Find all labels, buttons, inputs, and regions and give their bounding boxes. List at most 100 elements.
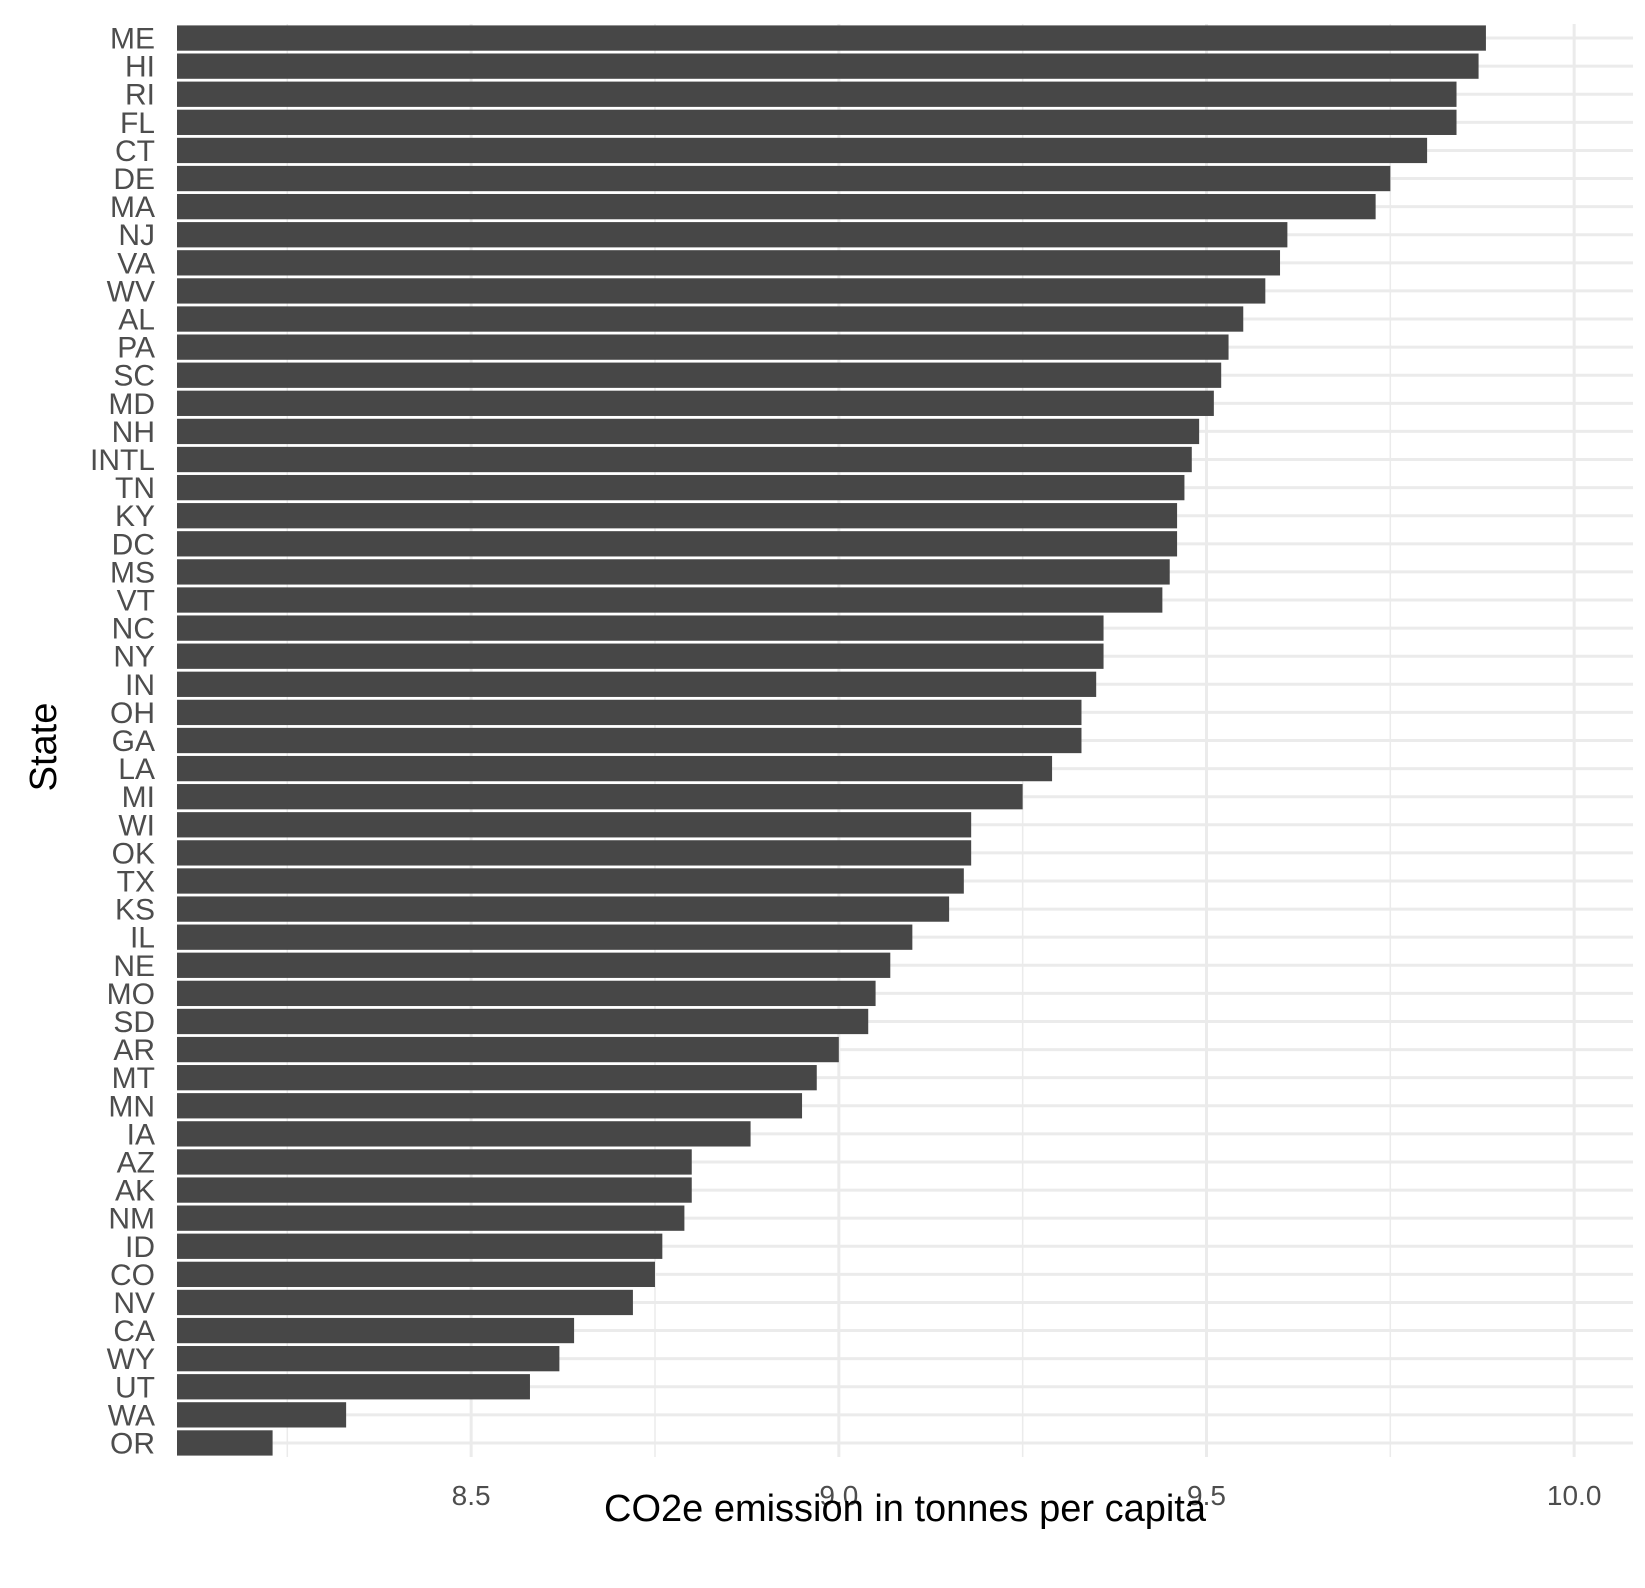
y-tick-label: SD: [113, 1006, 155, 1039]
y-tick-label: WV: [107, 275, 155, 308]
bar-de: [177, 165, 1391, 192]
y-tick-label: FL: [120, 107, 155, 140]
x-axis-title: CO2e emission in tonnes per capita: [604, 1488, 1207, 1530]
bar-nm: [177, 1205, 685, 1231]
bar-or: [177, 1430, 273, 1456]
y-tick-label: INTL: [90, 444, 155, 477]
bar-ri: [177, 81, 1457, 107]
y-tick-label: TX: [117, 865, 155, 898]
bar-al: [177, 306, 1244, 332]
y-tick-label: LA: [118, 753, 155, 786]
y-tick-label: MA: [110, 191, 155, 224]
y-tick-label: MN: [108, 1090, 155, 1123]
y-tick-label: IN: [125, 669, 155, 702]
y-tick-label: KS: [115, 894, 155, 927]
bars-layer: [177, 25, 1486, 1456]
bar-ct: [177, 137, 1428, 164]
bar-wi: [177, 812, 972, 838]
bar-ok: [177, 840, 972, 866]
y-tick-label: OH: [110, 697, 155, 730]
y-tick-label: DC: [112, 528, 155, 561]
bar-ar: [177, 1036, 839, 1063]
y-tick-label: RI: [125, 79, 155, 112]
y-tick-label: KY: [115, 500, 155, 533]
y-tick-label: IL: [130, 922, 155, 955]
y-tick-label: GA: [112, 725, 155, 758]
bar-il: [177, 924, 913, 950]
y-tick-label: MO: [107, 978, 155, 1011]
y-tick-label: NJ: [118, 219, 155, 252]
x-tick-labels: 8.5 9.0 9.5 10.0: [452, 1480, 1602, 1511]
y-tick-label: AK: [115, 1175, 155, 1208]
y-tick-label: AR: [113, 1034, 155, 1067]
bar-fl: [177, 109, 1457, 135]
y-tick-label: AZ: [117, 1146, 155, 1179]
y-tick-label: NM: [108, 1203, 155, 1236]
bar-sc: [177, 362, 1222, 388]
y-tick-label: OR: [110, 1427, 155, 1460]
y-tick-label: MS: [110, 556, 155, 589]
bar-id: [177, 1233, 663, 1259]
y-tick-label: PA: [117, 332, 155, 365]
y-tick-label: AL: [118, 304, 155, 337]
y-tick-label: CO: [110, 1259, 155, 1292]
bar-md: [177, 390, 1214, 416]
y-axis-title: State: [23, 703, 65, 792]
bar-co: [177, 1261, 655, 1288]
y-tick-label: UT: [115, 1371, 155, 1404]
x-tick-label: 9.0: [819, 1480, 858, 1511]
y-tick-label: ID: [125, 1231, 155, 1264]
bar-pa: [177, 334, 1229, 360]
x-tick-label: 10.0: [1547, 1480, 1602, 1511]
y-tick-label: HI: [125, 51, 155, 84]
y-tick-label: VT: [117, 585, 155, 618]
y-tick-label: MT: [112, 1062, 155, 1095]
bar-ne: [177, 952, 891, 978]
bar-oh: [177, 699, 1082, 726]
y-tick-label: CT: [115, 135, 155, 168]
bar-nc: [177, 615, 1104, 641]
x-tick-label: 8.5: [452, 1480, 491, 1511]
y-tick-label: WY: [107, 1343, 155, 1376]
bar-ma: [177, 193, 1376, 220]
y-tick-label: NH: [112, 416, 155, 449]
bar-mn: [177, 1093, 803, 1119]
bar-mo: [177, 980, 876, 1007]
bar-ga: [177, 727, 1082, 754]
bar-ia: [177, 1121, 751, 1147]
y-tick-label: CA: [113, 1315, 155, 1348]
y-tick-label: VA: [117, 247, 155, 280]
y-tick-label: NV: [113, 1287, 155, 1320]
y-tick-label: WA: [108, 1399, 155, 1432]
bar-me: [177, 25, 1486, 51]
bar-ut: [177, 1374, 530, 1400]
y-tick-label: MI: [122, 781, 155, 814]
bar-wy: [177, 1346, 560, 1372]
y-tick-label: OK: [112, 837, 155, 870]
bar-tn: [177, 474, 1185, 501]
bar-intl: [177, 446, 1192, 473]
bar-nv: [177, 1289, 633, 1316]
bar-la: [177, 755, 1053, 782]
bar-va: [177, 250, 1281, 276]
bar-wv: [177, 278, 1266, 304]
bar-in: [177, 671, 1097, 697]
y-tick-label: SC: [113, 360, 155, 393]
y-tick-label: NE: [113, 950, 155, 983]
bar-ky: [177, 503, 1178, 529]
bar-wa: [177, 1402, 347, 1428]
bar-nj: [177, 222, 1288, 248]
bar-sd: [177, 1008, 869, 1035]
y-tick-label: NC: [112, 613, 155, 646]
bar-mi: [177, 784, 1023, 810]
bar-ms: [177, 559, 1170, 585]
bar-mt: [177, 1065, 817, 1091]
bar-az: [177, 1149, 692, 1175]
bar-ca: [177, 1317, 575, 1344]
bar-ak: [177, 1177, 692, 1203]
bar-vt: [177, 587, 1163, 613]
y-tick-label: ME: [110, 23, 155, 56]
y-tick-label: TN: [115, 472, 155, 505]
